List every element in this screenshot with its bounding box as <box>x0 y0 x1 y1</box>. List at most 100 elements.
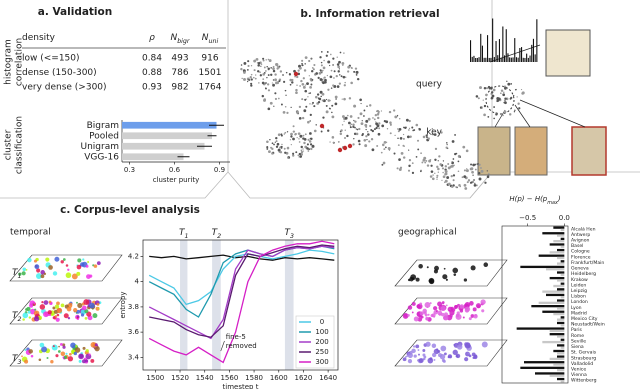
text-sub: 3 <box>18 359 22 366</box>
graph-node <box>411 171 415 175</box>
graph-node <box>279 146 281 149</box>
graph-node <box>513 111 516 113</box>
graph-node <box>403 145 406 147</box>
layer-blob <box>28 316 32 319</box>
graph-node <box>313 105 316 108</box>
graph-node <box>343 120 345 122</box>
layer-blob <box>94 343 98 347</box>
graph-node <box>397 130 400 133</box>
graph-node <box>386 128 389 130</box>
layer-blob <box>424 301 431 308</box>
graph-node <box>344 116 348 120</box>
table-cell: 0.84 <box>142 54 162 64</box>
layer-blob <box>433 358 436 361</box>
layer-blob <box>96 302 100 306</box>
layer-blob <box>406 355 409 358</box>
bar <box>549 251 565 254</box>
layer-blob <box>467 352 470 355</box>
graph-node <box>240 64 243 66</box>
graph-node <box>309 137 312 140</box>
y-tick-label: Strasbourg <box>571 355 596 361</box>
graph-node <box>303 141 306 145</box>
graph-node <box>322 99 326 103</box>
bar <box>122 132 212 140</box>
graph-node <box>274 92 277 95</box>
graph-node <box>262 78 265 80</box>
graph-node <box>452 174 456 177</box>
bar <box>549 276 565 280</box>
graph-node <box>280 145 283 148</box>
y-tick-label: Cologne <box>571 249 590 255</box>
graph-node <box>298 152 302 156</box>
graph-node <box>417 148 420 151</box>
graph-node <box>452 161 454 164</box>
layer-blob <box>407 352 413 359</box>
bar <box>553 312 565 316</box>
graph-node <box>393 109 396 112</box>
graph-node <box>279 151 283 154</box>
layer-blob <box>457 344 463 350</box>
graph-node <box>430 170 434 173</box>
layer-blob <box>80 262 85 267</box>
graph-node <box>285 94 287 96</box>
graph-node <box>516 96 518 98</box>
graph-node <box>355 70 359 74</box>
graph-node <box>406 135 410 139</box>
graph-node <box>353 119 355 122</box>
graph-node <box>442 171 444 174</box>
layer-blob <box>46 356 49 359</box>
layer-blob <box>443 267 446 270</box>
layer-blob <box>86 274 91 279</box>
graph-node <box>272 67 275 71</box>
graph-node <box>247 60 250 63</box>
bar <box>557 234 565 237</box>
graph-node <box>259 74 263 77</box>
graph-node <box>341 62 345 65</box>
x-axis-label: timestep t <box>223 383 259 389</box>
series-line <box>148 240 335 364</box>
legend-label: 300 <box>315 358 328 366</box>
y-tick-label: Alcalá Hen <box>571 225 596 232</box>
layer-blob <box>60 351 66 356</box>
histogram-bar <box>493 57 495 62</box>
graph-node <box>243 71 246 74</box>
layer-plane <box>9 254 123 282</box>
layer-blob <box>473 354 478 360</box>
graph-node <box>389 121 392 124</box>
layer-blob <box>456 311 460 315</box>
graph-node <box>427 137 430 140</box>
histogram-bar <box>500 57 502 62</box>
layer-blob <box>440 305 446 312</box>
y-tick-label: 3.6 <box>128 328 140 336</box>
y-tick-label: Lisbon <box>571 294 586 300</box>
graph-node <box>308 140 312 143</box>
panel-title: c. Corpus-level analysis <box>60 204 200 216</box>
graph-node <box>343 84 346 87</box>
graph-node <box>407 169 411 172</box>
graph-node <box>315 72 318 75</box>
layer-blob <box>50 302 53 305</box>
graph-node <box>449 165 453 169</box>
graph-node <box>394 134 396 137</box>
graph-node <box>321 72 323 74</box>
layer-blob <box>56 301 60 306</box>
layer-blob <box>90 358 95 363</box>
y-tick-label: Pooled <box>89 131 119 141</box>
layer-blob <box>35 311 38 314</box>
graph-node <box>381 163 384 166</box>
graph-node <box>371 148 375 152</box>
bar <box>542 290 565 293</box>
label: histogram <box>4 39 14 85</box>
layer-blob <box>33 316 40 322</box>
graph-node <box>382 143 385 147</box>
bar <box>546 293 565 297</box>
graph-node <box>296 137 298 139</box>
graph-node <box>272 69 276 73</box>
y-tick-label: Mexico City <box>571 316 598 322</box>
graph-node <box>284 89 287 92</box>
layer-blob <box>433 306 438 311</box>
graph-node <box>422 135 426 139</box>
graph-node <box>514 89 517 91</box>
graph-node <box>247 79 250 81</box>
y-tick-label: Siena <box>571 344 584 350</box>
